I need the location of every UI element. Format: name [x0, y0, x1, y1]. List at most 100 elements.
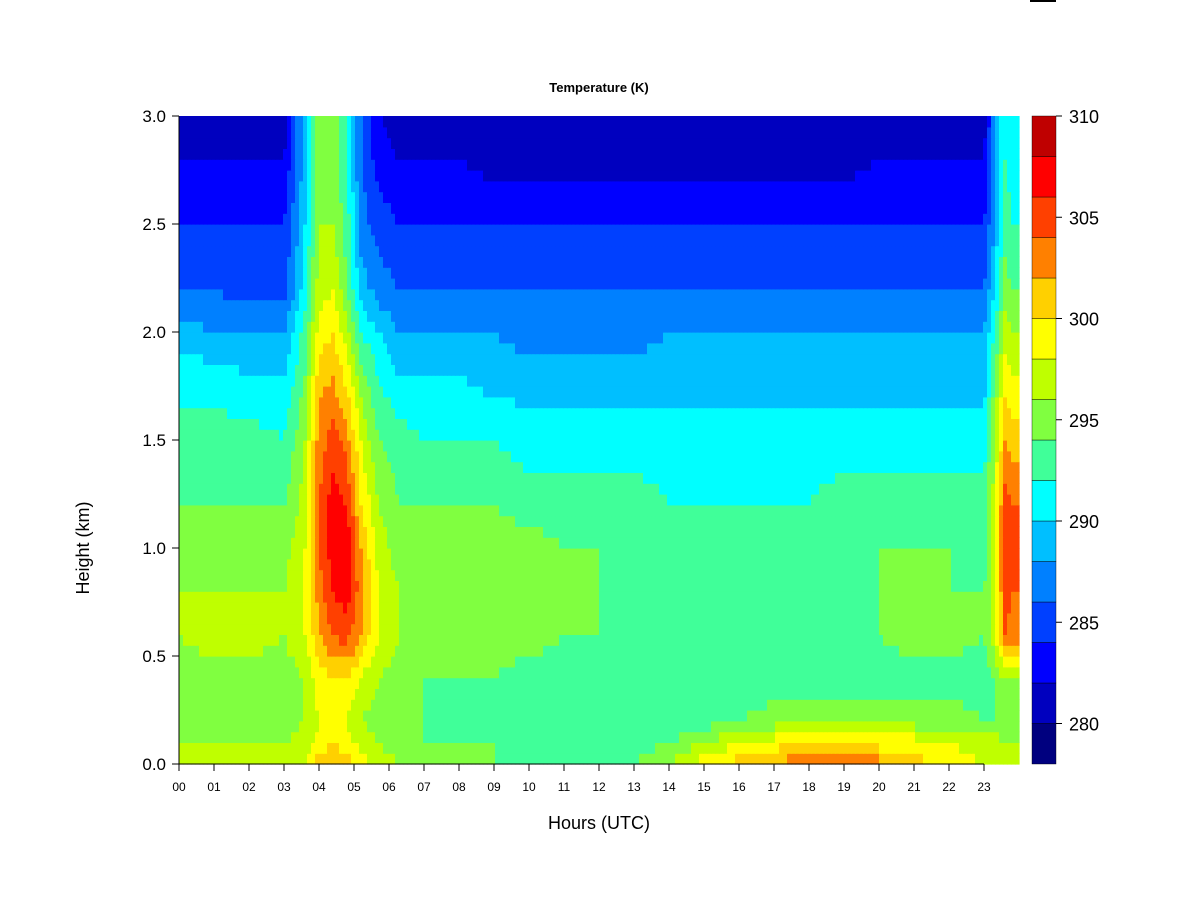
heatmap-cell — [631, 623, 636, 635]
heatmap-cell — [539, 569, 544, 581]
heatmap-cell — [635, 558, 640, 571]
heatmap-cell — [475, 677, 480, 689]
heatmap-cell — [203, 504, 208, 517]
heatmap-cell — [391, 645, 396, 657]
heatmap-cell — [483, 537, 488, 549]
heatmap-cell — [703, 537, 708, 549]
heatmap-cell — [899, 666, 904, 679]
heatmap-cell — [255, 710, 260, 722]
heatmap-cell — [571, 731, 576, 743]
heatmap-cell — [471, 537, 476, 549]
heatmap-cell — [263, 720, 268, 733]
heatmap-cell — [843, 677, 848, 689]
heatmap-cell — [235, 526, 240, 538]
heatmap-cell — [671, 558, 676, 571]
heatmap-cell — [675, 558, 680, 571]
heatmap-cell — [495, 710, 500, 722]
heatmap-cell — [987, 720, 992, 733]
heatmap-cell — [851, 623, 856, 635]
heatmap-cell — [895, 677, 900, 689]
heatmap-cell — [611, 710, 616, 722]
heatmap-cell — [667, 753, 672, 765]
heatmap-cell — [483, 558, 488, 571]
heatmap-cell — [379, 645, 384, 657]
heatmap-cell — [1015, 753, 1020, 765]
heatmap-cell — [759, 742, 764, 754]
heatmap-cell — [723, 720, 728, 733]
heatmap-cell — [763, 580, 768, 592]
heatmap-cell — [515, 699, 520, 711]
heatmap-cell — [179, 537, 184, 549]
heatmap-cell — [967, 656, 972, 668]
heatmap-cell — [231, 558, 236, 571]
heatmap-cell — [883, 558, 888, 571]
heatmap-cell — [875, 526, 880, 538]
heatmap-cell — [571, 558, 576, 571]
heatmap-cell — [919, 666, 924, 679]
heatmap-cell — [475, 602, 480, 614]
heatmap-cell — [879, 623, 884, 635]
heatmap-cell — [899, 558, 904, 571]
heatmap-cell — [415, 580, 420, 592]
heatmap-cell — [607, 688, 612, 700]
heatmap-cell — [679, 666, 684, 679]
heatmap-cell — [415, 656, 420, 668]
heatmap-cell — [943, 710, 948, 722]
heatmap-cell — [439, 656, 444, 668]
heatmap-cell — [963, 558, 968, 571]
heatmap-cell — [971, 623, 976, 635]
heatmap-cell — [343, 569, 348, 581]
heatmap-cell — [847, 558, 852, 571]
heatmap-cell — [507, 634, 512, 646]
heatmap-cell — [331, 666, 336, 679]
heatmap-cell — [727, 742, 732, 754]
heatmap-cell — [543, 558, 548, 571]
heatmap-cell — [395, 623, 400, 635]
heatmap-cell — [667, 558, 672, 571]
heatmap-cell — [923, 699, 928, 711]
heatmap-cell — [359, 504, 364, 517]
heatmap-cell — [371, 720, 376, 733]
heatmap-cell — [395, 710, 400, 722]
heatmap-cell — [251, 504, 256, 517]
heatmap-cell — [907, 656, 912, 668]
heatmap-cell — [891, 710, 896, 722]
heatmap-cell — [571, 710, 576, 722]
heatmap-cell — [503, 526, 508, 538]
heatmap-cell — [599, 731, 604, 743]
heatmap-cell — [419, 548, 424, 560]
heatmap-cell — [315, 515, 320, 527]
heatmap-cell — [475, 720, 480, 733]
heatmap-cell — [691, 548, 696, 560]
heatmap-cell — [339, 645, 344, 657]
heatmap-cell — [939, 537, 944, 549]
heatmap-cell — [823, 645, 828, 657]
heatmap-cell — [655, 558, 660, 571]
heatmap-cell — [255, 526, 260, 538]
heatmap-cell — [623, 526, 628, 538]
heatmap-cell — [375, 591, 380, 603]
heatmap-cell — [187, 612, 192, 625]
heatmap-cell — [359, 580, 364, 592]
heatmap-cell — [247, 623, 252, 635]
heatmap-cell — [227, 753, 232, 765]
heatmap-cell — [835, 699, 840, 711]
heatmap-cell — [731, 558, 736, 571]
heatmap-cell — [995, 569, 1000, 581]
heatmap-cell — [363, 753, 368, 765]
heatmap-cell — [883, 666, 888, 679]
heatmap-cell — [559, 548, 564, 560]
heatmap-cell — [715, 537, 720, 549]
heatmap-cell — [271, 677, 276, 689]
heatmap-cell — [867, 602, 872, 614]
heatmap-cell — [975, 612, 980, 625]
heatmap-cell — [463, 645, 468, 657]
heatmap-cell — [491, 656, 496, 668]
heatmap-cell — [367, 677, 372, 689]
heatmap-cell — [759, 645, 764, 657]
heatmap-cell — [351, 753, 356, 765]
heatmap-cell — [431, 580, 436, 592]
heatmap-cell — [243, 688, 248, 700]
heatmap-cell — [363, 720, 368, 733]
heatmap-cell — [591, 656, 596, 668]
